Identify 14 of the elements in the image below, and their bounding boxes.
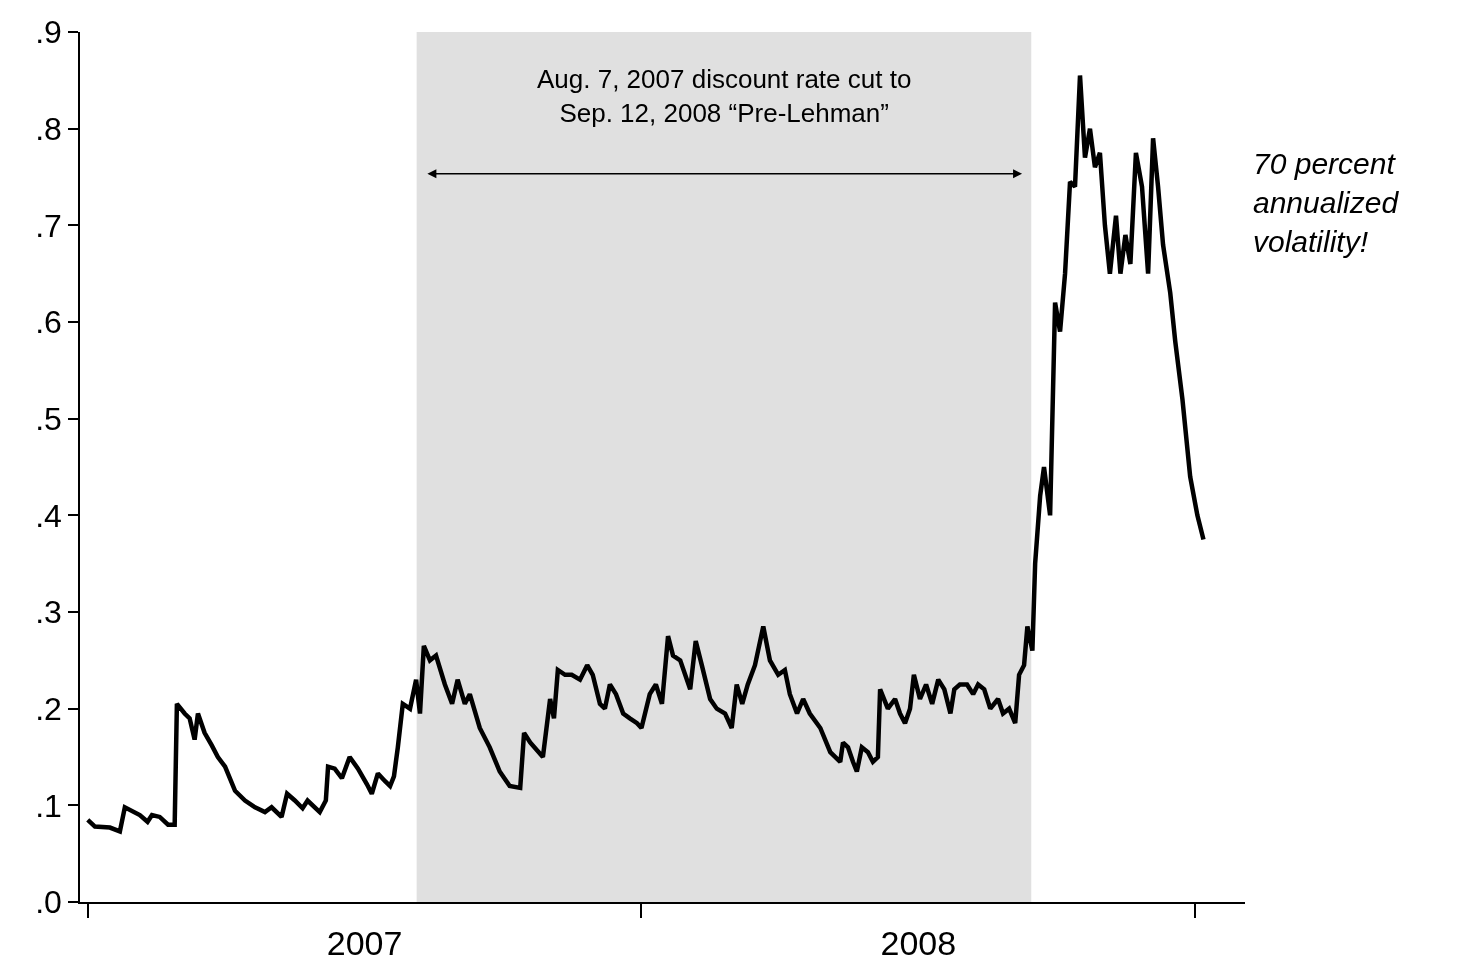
band-label: Aug. 7, 2007 discount rate cut to Sep. 12, 2008 “Pre-Lehman” xyxy=(537,64,912,128)
y-tick-label: .4 xyxy=(35,497,62,534)
y-tick-label: .9 xyxy=(35,14,62,51)
y-tick-label: .2 xyxy=(35,690,62,727)
x-tick-label: 2007 xyxy=(326,923,403,962)
y-tick-label: .8 xyxy=(35,110,62,147)
y-tick-label: .6 xyxy=(35,304,62,341)
y-tick-label: .7 xyxy=(35,207,62,244)
y-tick-label: .3 xyxy=(35,594,62,631)
y-tick-label: .0 xyxy=(35,884,62,921)
x-tick-label: 2008 xyxy=(880,923,957,962)
y-tick-label: .5 xyxy=(35,400,62,437)
text: 70 percent annualized volatility! xyxy=(1253,147,1400,258)
y-tick-label: .1 xyxy=(35,787,62,824)
